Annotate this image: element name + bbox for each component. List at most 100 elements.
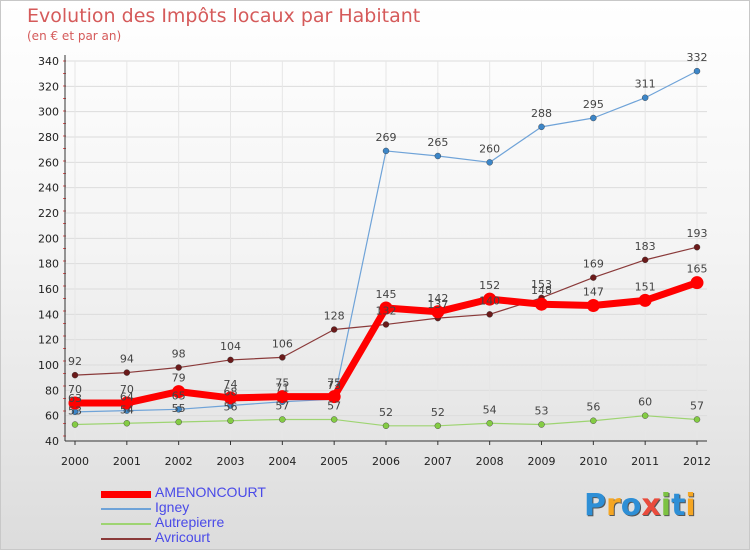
data-label-amenoncourt: 79	[172, 372, 186, 385]
point-igney	[175, 406, 182, 413]
x-tick-label: 2010	[579, 455, 607, 468]
point-igney	[486, 159, 493, 166]
point-igney	[641, 94, 649, 101]
point-avricourt	[175, 364, 182, 371]
data-label-igney: 260	[479, 142, 500, 155]
y-tick-label: 40	[45, 435, 59, 448]
point-autrepierre	[590, 417, 597, 424]
y-tick-label: 120	[38, 334, 59, 347]
y-tick-label: 220	[38, 207, 59, 220]
x-tick-label: 2009	[528, 455, 556, 468]
data-label-avricourt: 128	[324, 310, 345, 323]
point-autrepierre	[486, 420, 493, 427]
data-label-autrepierre: 56	[586, 401, 600, 414]
legend-item-avricourt: Avricourt	[101, 529, 361, 546]
data-label-avricourt: 92	[68, 355, 82, 368]
x-tick-label: 2000	[61, 455, 89, 468]
data-label-autrepierre: 56	[224, 401, 238, 414]
data-label-avricourt: 140	[479, 294, 500, 307]
x-tick-label: 2012	[683, 455, 711, 468]
x-tick-label: 2005	[320, 455, 348, 468]
data-label-igney: 64	[120, 391, 134, 404]
data-label-amenoncourt: 142	[427, 292, 448, 305]
data-label-autrepierre: 55	[172, 402, 186, 415]
x-tick-label: 2006	[372, 455, 400, 468]
point-igney	[590, 114, 597, 122]
data-label-autrepierre: 57	[327, 399, 341, 412]
point-avricourt	[641, 256, 649, 264]
data-label-avricourt: 106	[272, 337, 293, 350]
data-label-amenoncourt: 75	[327, 377, 341, 390]
logo-letter: i	[660, 488, 672, 523]
point-amenoncourt	[327, 390, 341, 404]
data-label-autrepierre: 57	[690, 399, 704, 412]
point-amenoncourt	[690, 276, 704, 290]
data-label-avricourt: 132	[376, 304, 397, 317]
y-tick-label: 100	[38, 359, 59, 372]
point-autrepierre	[641, 412, 649, 419]
data-label-amenoncourt: 74	[224, 378, 238, 391]
y-tick-label: 280	[38, 131, 59, 144]
logo-letter: x	[641, 488, 661, 523]
point-amenoncourt	[224, 391, 237, 405]
data-label-amenoncourt: 147	[583, 285, 604, 298]
legend-label: Avricourt	[155, 529, 210, 545]
data-label-amenoncourt: 145	[376, 288, 397, 301]
point-avricourt	[71, 371, 79, 379]
point-avricourt	[330, 326, 338, 333]
legend-swatch	[101, 538, 151, 540]
data-label-igney: 288	[531, 107, 552, 120]
point-autrepierre	[71, 421, 79, 428]
point-autrepierre	[123, 420, 131, 427]
y-tick-label: 80	[45, 384, 59, 397]
chart-subtitle: (en € et par an)	[27, 29, 122, 43]
y-tick-label: 160	[38, 283, 59, 296]
logo-letter: r	[606, 488, 621, 523]
point-igney	[693, 67, 701, 75]
data-label-amenoncourt: 152	[479, 279, 500, 292]
data-label-igney: 63	[68, 392, 82, 405]
data-label-autrepierre: 54	[120, 403, 134, 416]
y-tick-label: 340	[38, 55, 59, 68]
x-tick-label: 2008	[476, 455, 504, 468]
y-tick-label: 200	[38, 232, 59, 245]
data-label-avricourt: 98	[172, 348, 186, 361]
x-tick-label: 2011	[631, 455, 659, 468]
point-avricourt	[279, 354, 286, 361]
point-amenoncourt	[483, 292, 497, 306]
x-tick-label: 2004	[268, 455, 296, 468]
proxiti-logo: Proxiti	[584, 488, 696, 523]
data-label-amenoncourt: 70	[120, 383, 134, 396]
data-label-igney: 269	[376, 131, 397, 144]
data-label-igney: 73	[327, 379, 341, 392]
data-label-avricourt: 104	[220, 340, 241, 353]
point-amenoncourt	[68, 396, 82, 410]
legend-item-amenoncourt: AMENONCOURT	[101, 484, 361, 501]
point-avricourt	[123, 369, 131, 376]
x-tick-label: 2001	[113, 455, 141, 468]
data-label-autrepierre: 53	[68, 405, 82, 418]
point-autrepierre	[227, 417, 234, 424]
point-amenoncourt	[431, 305, 445, 319]
data-label-avricourt: 153	[531, 278, 552, 291]
data-label-igney: 68	[224, 386, 238, 399]
logo-letter: P	[584, 488, 606, 523]
point-amenoncourt	[275, 390, 289, 404]
data-label-amenoncourt: 165	[687, 263, 708, 276]
y-tick-label: 300	[38, 106, 59, 119]
y-tick-label: 60	[45, 410, 59, 423]
logo-letter: i	[685, 488, 696, 523]
logo-letter: o	[620, 488, 642, 523]
legend-label: Autrepierre	[155, 514, 225, 530]
data-label-igney: 65	[172, 389, 186, 402]
x-tick-label: 2003	[217, 455, 245, 468]
point-amenoncourt	[120, 396, 134, 410]
data-label-autrepierre: 53	[535, 405, 549, 418]
data-label-avricourt: 169	[583, 258, 604, 271]
data-label-avricourt: 94	[120, 353, 134, 366]
data-label-igney: 295	[583, 98, 604, 111]
data-label-igney: 71	[275, 382, 289, 395]
chart-title: Evolution des Impôts locaux par Habitant	[27, 5, 421, 27]
